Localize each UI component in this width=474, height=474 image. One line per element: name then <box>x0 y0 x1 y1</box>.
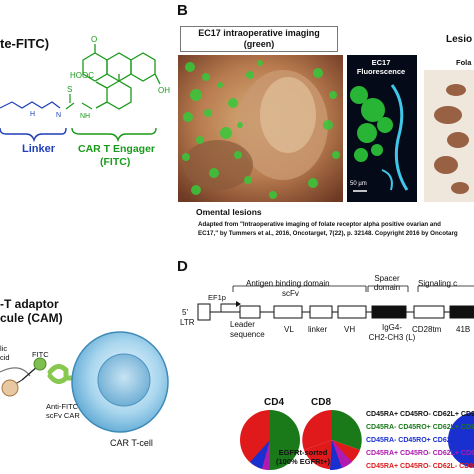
legend-item: CD45RA- CD45RO+ CD62L+ CD95+ <box>366 424 474 431</box>
car-label: Anti-FITC scFv CAR <box>46 402 80 420</box>
fluorescence-title: EC17 Fluorescence <box>350 58 412 76</box>
spacer-label: Spacer domain <box>370 274 404 292</box>
credit-line-2: EC17," by Tummers et al., 2016, Oncotarg… <box>198 230 458 237</box>
intraoperative-title-box: EC17 intraoperative imaging (green) <box>180 26 338 52</box>
igg-label: IgG4- CH2-CH3 (L) <box>366 323 418 343</box>
cd8-slice-magenta <box>332 440 352 468</box>
spacer-label-2: domain <box>373 283 401 292</box>
car-label-1: Anti-FITC <box>46 402 79 411</box>
thiourea-nh: NH <box>80 113 90 120</box>
fluorescence-title-1: EC17 <box>371 58 391 67</box>
intraoperative-photo <box>178 55 343 202</box>
legend-item: CD45RA- CD45RO+ CD62L- CD95+ <box>366 437 474 444</box>
cam-title-2: cule (CAM) <box>0 311 63 325</box>
panel-a-title: te-FITC) <box>0 36 50 51</box>
lesion-fragment: Lesio <box>446 34 473 45</box>
cd4-slice-blue <box>250 440 270 469</box>
engager-sublabel: (FITC) <box>100 156 131 168</box>
ltr-5-label: 5' <box>182 308 188 317</box>
egfrt-label-1: EGFRt-sorted <box>278 448 328 457</box>
panel-b-letter: B <box>177 2 188 19</box>
cooh-label: HOOC <box>70 71 94 80</box>
cam-title-1: -T adaptor <box>0 297 59 311</box>
panel-a: te-FITC) O HOOC OH S NH <box>0 0 175 170</box>
fitc-label: FITC <box>32 350 49 359</box>
cam-title: -T adaptor cule (CAM) <box>0 297 63 325</box>
vl-label: VL <box>284 325 294 334</box>
omental-lesions-label: Omental lesions <box>196 207 262 217</box>
linker-segment-label: linker <box>308 325 328 334</box>
folate-stain-image <box>424 70 474 202</box>
leader-label: Leader sequence <box>230 320 265 340</box>
igg-label-2: CH2-CH3 (L) <box>368 333 416 342</box>
phenotype-legend: CD45RA+ CD45RO- CD62L+ CD95- CD45RA- CD4… <box>366 408 474 473</box>
cam-illustration <box>0 331 169 433</box>
panel-d-letter: D <box>177 258 188 275</box>
cd8-slice-green <box>332 410 362 450</box>
car-construct-map <box>197 285 474 321</box>
cd28-label: CD28tm <box>412 325 442 334</box>
leader-label-1: Leader <box>230 320 255 329</box>
scfv-label: scFv <box>282 289 299 298</box>
linker-label: Linker <box>22 143 56 155</box>
egfrt-label: EGFRt-sorted (100% EGFRt+) <box>265 448 341 466</box>
car-t-cell-label: CAR T-cell <box>110 438 153 448</box>
intraoperative-title-sub: (green) <box>243 39 275 49</box>
oh-label: OH <box>158 86 170 95</box>
scale-bar-label: 50 µm <box>350 181 367 187</box>
cd4-slice-red2 <box>240 410 270 440</box>
fola-fragment: Fola <box>456 58 472 67</box>
b41-label: 41B <box>456 325 471 334</box>
cd8-slice-red2 <box>302 410 332 450</box>
engager-label: CAR T Engager <box>78 143 156 155</box>
carbonyl-o: O <box>91 35 97 44</box>
legend-item: CD45RA+ CD45RO- CD62L+ CD95+ <box>366 450 474 457</box>
thiourea-s: S <box>67 85 72 94</box>
cd8-label: CD8 <box>311 397 332 408</box>
cd4-label: CD4 <box>264 397 285 408</box>
ltr-label: LTR <box>180 318 195 327</box>
acid-fragment: cid <box>0 353 10 362</box>
egfrt-label-2: (100% EGFRt+) <box>276 457 330 466</box>
car-label-2: scFv CAR <box>46 411 80 420</box>
signaling-label: Signaling c <box>418 279 458 288</box>
credit-line-1: Adapted from "Intraoperative imaging of … <box>198 221 441 228</box>
igg-label-1: IgG4- <box>381 323 402 332</box>
cd4-slice-naive <box>270 410 300 470</box>
cd4-slice-magenta <box>262 440 270 470</box>
fluorescence-image <box>347 55 417 202</box>
cd4-pie <box>240 410 300 470</box>
cd8-slice-blue <box>330 440 342 470</box>
cd8-pie <box>302 410 362 470</box>
ef1p-label: EF1p <box>208 293 226 302</box>
leader-label-2: sequence <box>230 330 265 339</box>
legend-item: CD45RA+ CD45RO- CD62L- CD95+ <box>366 463 474 470</box>
vh-label: VH <box>344 325 356 334</box>
linker-n: N <box>56 112 61 119</box>
third-pie-fragment <box>448 412 474 468</box>
fluorescence-title-2: Fluorescence <box>356 67 406 76</box>
lic-fragment: lic <box>0 344 8 353</box>
antigen-domain-label: Antigen binding domain <box>246 279 330 288</box>
linker-h: H <box>30 111 35 118</box>
intraoperative-title: EC17 intraoperative imaging <box>198 28 320 38</box>
legend-item: CD45RA+ CD45RO- CD62L+ CD95- <box>366 411 474 418</box>
spacer-label-1: Spacer <box>374 274 400 283</box>
fitc-structure: O HOOC OH S NH N H <box>0 35 170 143</box>
